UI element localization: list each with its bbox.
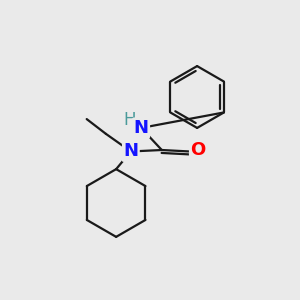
Text: H: H	[124, 111, 136, 129]
Text: N: N	[123, 142, 138, 160]
Text: N: N	[134, 119, 149, 137]
Text: O: O	[190, 141, 206, 159]
